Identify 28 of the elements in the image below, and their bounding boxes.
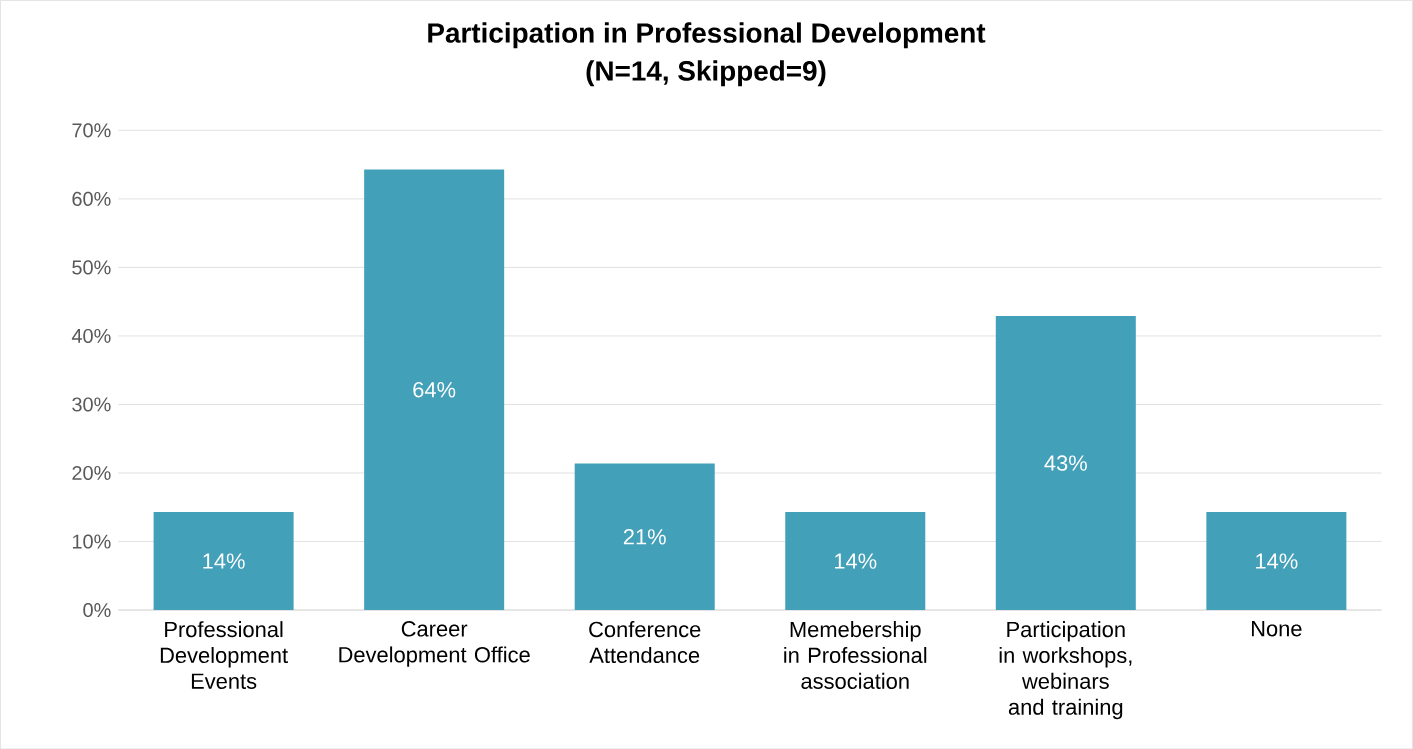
- x-tick-label: Conference Attendance: [589, 620, 701, 663]
- y-tick-label: 0%: [83, 602, 111, 617]
- y-tick-label: 60%: [72, 191, 111, 206]
- bar: [364, 169, 505, 610]
- y-tick-label: 20%: [72, 465, 111, 480]
- x-tick-label: Career Development Office: [339, 620, 530, 667]
- bar: [785, 511, 926, 610]
- x-tick-label: Participation in workshops, webinars and training: [999, 620, 1132, 719]
- chart-subtitle: (N=14, Skipped=9): [586, 60, 826, 87]
- y-tick-label: 70%: [72, 123, 111, 138]
- data-label: 64%: [413, 381, 456, 398]
- data-label: 14%: [1256, 553, 1298, 569]
- y-tick-label: 40%: [71, 328, 111, 343]
- bar: [995, 315, 1136, 610]
- y-tick-label: 50%: [72, 260, 111, 275]
- y-tick-label: 10%: [72, 534, 111, 549]
- data-label: 14%: [834, 553, 877, 569]
- y-tick-label: 30%: [72, 397, 111, 412]
- chart-title: Participation in Professional Development: [428, 22, 986, 49]
- bar: [1206, 511, 1347, 610]
- x-tick-label: Professional Development Events: [160, 620, 288, 689]
- bar: [153, 511, 294, 610]
- bar: [574, 463, 715, 610]
- data-label: 14%: [203, 553, 245, 569]
- x-tick-label: None: [1251, 620, 1302, 637]
- data-label: 21%: [623, 528, 666, 545]
- x-tick-label: Memebership in Professional association: [784, 620, 927, 689]
- data-label: 43%: [1044, 455, 1087, 471]
